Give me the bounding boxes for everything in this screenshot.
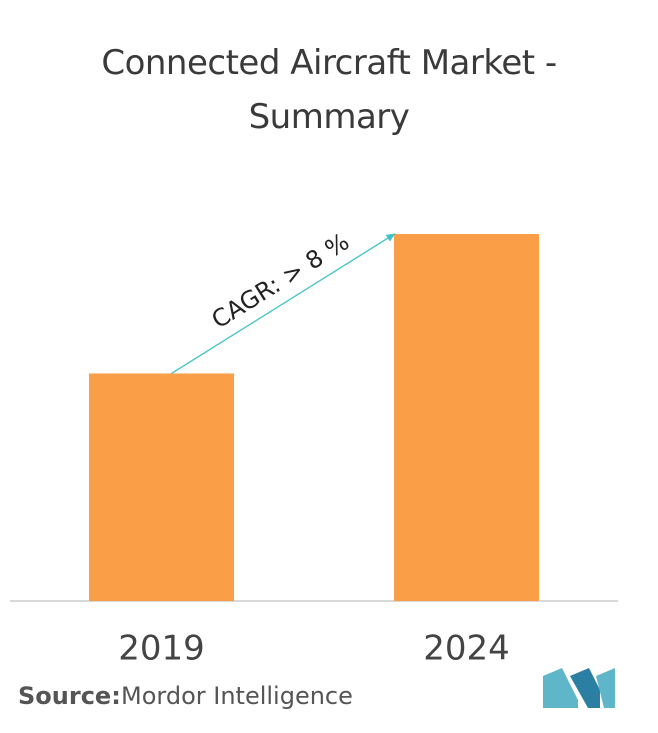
logo-shape — [596, 668, 615, 708]
bar — [394, 234, 539, 601]
cagr-arrow — [171, 233, 396, 375]
logo-shape — [570, 668, 600, 708]
chart-title: Connected Aircraft Market - Summary — [101, 43, 557, 137]
logo-shape — [543, 668, 578, 708]
logo — [543, 668, 615, 708]
x-tick-label: 2024 — [423, 629, 510, 669]
source: Mordor Intelligence — [121, 682, 353, 710]
source-label: Source: — [18, 682, 121, 710]
x-tick-label: 2019 — [118, 629, 205, 669]
bar — [89, 373, 234, 601]
cagr-label: CAGR: > 8 % — [207, 228, 354, 335]
